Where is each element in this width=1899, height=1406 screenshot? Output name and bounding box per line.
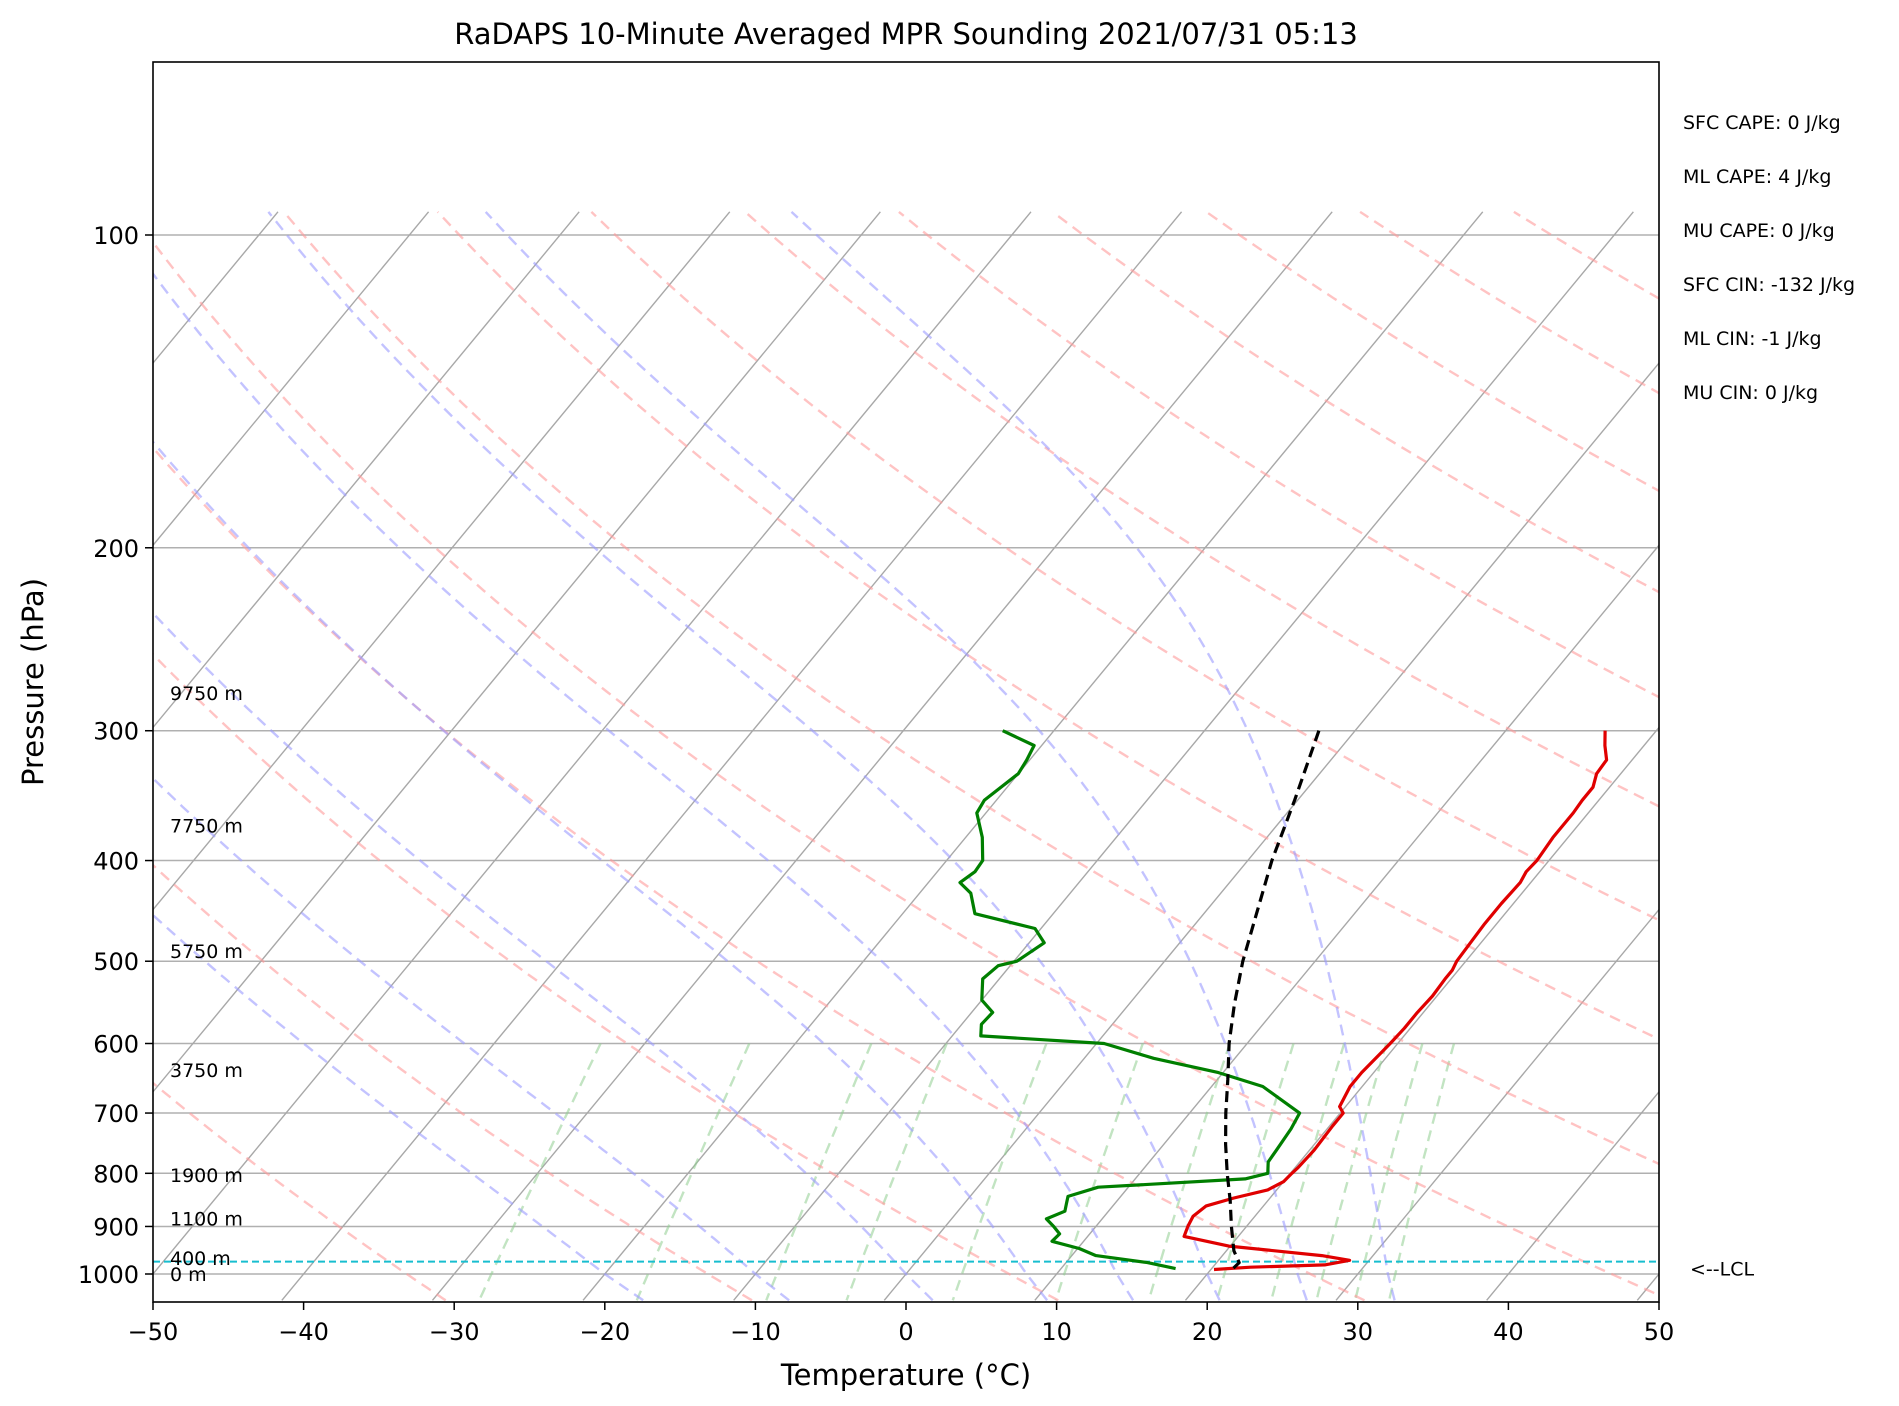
annotation-text: ML CAPE: 4 J/kg bbox=[1683, 166, 1831, 188]
y-tick-label: 1000 bbox=[78, 1261, 139, 1289]
x-tick-label: −50 bbox=[128, 1318, 179, 1346]
dry-adiabat-line bbox=[153, 240, 1659, 1297]
mixing-ratio-line bbox=[845, 1043, 948, 1301]
height-label: 1900 m bbox=[170, 1165, 243, 1187]
x-tick-label: −20 bbox=[579, 1318, 630, 1346]
isotherm-line bbox=[153, 211, 881, 1093]
mixing-ratio-line bbox=[1354, 1043, 1424, 1301]
annotation-text: ML CIN: -1 J/kg bbox=[1683, 328, 1822, 350]
dry-adiabat-line bbox=[436, 211, 1659, 1041]
isotherm-line bbox=[431, 211, 1333, 1301]
parcel-line bbox=[1224, 730, 1321, 1271]
y-tick-label: 800 bbox=[93, 1160, 139, 1188]
isotherm-line bbox=[281, 211, 1183, 1301]
mixing-ratio-line bbox=[1315, 1043, 1388, 1301]
isobar-gridlines bbox=[153, 234, 1659, 1275]
height-label: 0 m bbox=[170, 1264, 207, 1286]
y-tick-label: 700 bbox=[93, 1100, 139, 1128]
dry-adiabat-line bbox=[153, 863, 753, 1302]
isotherm-gridlines bbox=[153, 211, 1659, 1301]
mixing-ratio-lines bbox=[478, 1042, 1456, 1301]
x-tick-label: 10 bbox=[1041, 1318, 1072, 1346]
isotherm-line bbox=[733, 211, 1634, 1301]
x-tick-label: 20 bbox=[1192, 1318, 1223, 1346]
x-tick-label: 40 bbox=[1493, 1318, 1524, 1346]
dry-adiabat-line bbox=[590, 211, 1659, 922]
y-tick-label: 600 bbox=[93, 1030, 139, 1058]
moist-adiabat-line bbox=[790, 211, 1396, 1301]
annotation-text: MU CAPE: 0 J/kg bbox=[1683, 220, 1835, 242]
height-label: 5750 m bbox=[170, 941, 243, 963]
isotherm-line bbox=[1034, 544, 1659, 1301]
x-axis-title: Temperature (°C) bbox=[780, 1358, 1031, 1392]
y-tick-label: 500 bbox=[93, 948, 139, 976]
x-tick-label: 30 bbox=[1343, 1318, 1374, 1346]
mixing-ratio-line bbox=[1147, 1043, 1231, 1301]
plot-area bbox=[153, 210, 1659, 1302]
profile-series bbox=[958, 729, 1609, 1272]
chart-title: RaDAPS 10-Minute Averaged MPR Sounding 2… bbox=[454, 17, 1358, 51]
y-tick-label: 900 bbox=[93, 1213, 139, 1241]
annotation-text: SFC CAPE: 0 J/kg bbox=[1683, 112, 1841, 134]
height-label: 1100 m bbox=[170, 1208, 243, 1230]
lcl-label: <--LCL bbox=[1690, 1259, 1754, 1281]
mixing-ratio-line bbox=[1388, 1043, 1456, 1301]
y-tick-label: 300 bbox=[93, 718, 139, 746]
x-tick-label: −30 bbox=[429, 1318, 480, 1346]
x-tick-label: 50 bbox=[1644, 1318, 1675, 1346]
moist-adiabat-line bbox=[153, 440, 1049, 1302]
moist-adiabats bbox=[153, 211, 1396, 1302]
isotherm-line bbox=[153, 211, 1032, 1276]
x-axis-ticks: −50 −40 −30 −20 −10 0 10 20 30 40 50 bbox=[128, 1302, 1675, 1346]
dry-adiabat-line bbox=[282, 211, 1659, 1166]
moist-adiabat-line bbox=[153, 271, 1135, 1301]
height-label: 9750 m bbox=[170, 683, 243, 705]
mixing-ratio-line bbox=[478, 1042, 602, 1301]
dry-adiabat-line bbox=[153, 652, 1059, 1302]
height-labels: 9750 m 7750 m 5750 m 3750 m 1900 m 1100 m 400 … bbox=[170, 683, 243, 1286]
dewpoint-line bbox=[958, 729, 1302, 1271]
x-tick-label: −10 bbox=[730, 1318, 781, 1346]
annotation-text: MU CIN: 0 J/kg bbox=[1683, 382, 1818, 404]
mixing-ratio-line bbox=[1270, 1043, 1346, 1301]
isotherm-line bbox=[582, 211, 1484, 1301]
isotherm-line bbox=[1486, 1090, 1659, 1301]
y-axis-title: Pressure (hPa) bbox=[16, 578, 50, 786]
y-tick-label: 200 bbox=[93, 535, 139, 563]
moist-adiabat-line bbox=[153, 776, 790, 1302]
x-tick-label: 0 bbox=[898, 1318, 913, 1346]
mixing-ratio-line bbox=[635, 1043, 751, 1301]
dry-adiabat-line bbox=[744, 210, 1659, 808]
y-tick-label: 400 bbox=[93, 848, 139, 876]
isotherm-line bbox=[1184, 726, 1659, 1301]
moist-adiabat-line bbox=[484, 211, 1308, 1301]
mixing-ratio-line bbox=[951, 1043, 1048, 1301]
mixing-ratio-line bbox=[765, 1043, 873, 1301]
height-label: 400 m bbox=[170, 1248, 231, 1270]
isotherm-line bbox=[153, 211, 731, 911]
x-tick-label: −40 bbox=[278, 1318, 329, 1346]
height-label: 3750 m bbox=[170, 1060, 243, 1082]
dry-adiabat-line bbox=[153, 1081, 447, 1302]
isotherm-line bbox=[153, 211, 430, 547]
annotation-text: SFC CIN: -132 J/kg bbox=[1683, 274, 1855, 296]
moist-adiabat-line bbox=[153, 611, 934, 1302]
temperature-line bbox=[1182, 730, 1609, 1272]
cape-cin-annotations: SFC CAPE: 0 J/kg ML CAPE: 4 J/kg MU CAPE: … bbox=[1683, 112, 1855, 404]
isotherm-line bbox=[883, 361, 1659, 1301]
height-label: 7750 m bbox=[170, 815, 243, 837]
moist-adiabat-line bbox=[153, 913, 644, 1302]
y-axis-ticks: 100 200 300 400 500 600 700 800 900 1000 bbox=[78, 222, 153, 1289]
isotherm-line bbox=[153, 211, 580, 729]
y-tick-label: 100 bbox=[93, 222, 139, 250]
moist-adiabat-line bbox=[267, 211, 1221, 1301]
isotherm-line bbox=[1335, 908, 1659, 1301]
